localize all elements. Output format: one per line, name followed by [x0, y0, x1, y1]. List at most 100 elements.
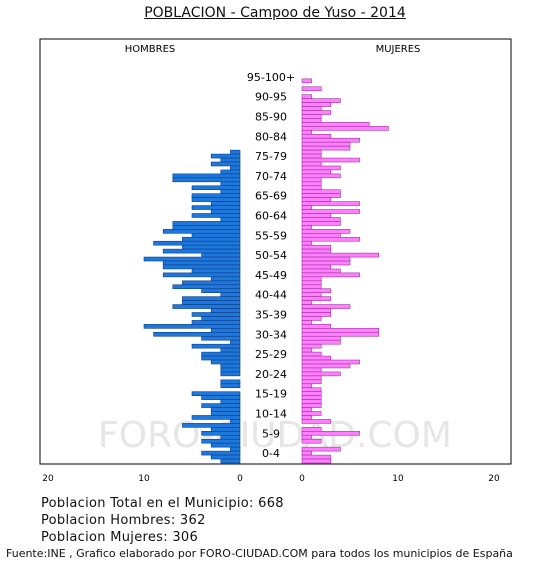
bar-mujeres	[301, 177, 322, 183]
x-tick-label: 20	[488, 474, 500, 484]
bar-mujeres	[301, 359, 360, 365]
x-tick-label: 0	[237, 474, 243, 484]
bar-hombres	[201, 395, 241, 400]
x-tick-label: 10	[392, 474, 404, 484]
age-label: 60-64	[255, 210, 287, 223]
bar-mujeres	[301, 240, 312, 246]
bar-hombres	[210, 359, 241, 365]
bar-hombres	[172, 177, 241, 183]
bar-hombres	[210, 411, 241, 416]
bar-mujeres	[301, 332, 380, 337]
bar-hombres	[153, 240, 241, 246]
age-label: 35-39	[255, 309, 287, 322]
bar-mujeres	[301, 122, 370, 127]
bar-hombres	[201, 288, 241, 293]
bar-mujeres	[301, 351, 322, 357]
bar-hombres	[191, 197, 241, 202]
bar-mujeres	[301, 169, 332, 175]
age-label: 85-90	[255, 111, 287, 124]
bar-hombres	[191, 343, 241, 349]
bar-mujeres	[301, 264, 332, 270]
bar-hombres	[172, 225, 241, 230]
bar-mujeres	[301, 450, 312, 456]
bar-hombres	[162, 248, 241, 254]
bar-mujeres	[301, 126, 389, 131]
bar-hombres	[230, 339, 241, 345]
bar-hombres	[182, 280, 241, 286]
bar-hombres	[220, 363, 241, 369]
bar-mujeres	[301, 185, 322, 191]
bar-mujeres	[301, 165, 341, 171]
bar-hombres	[191, 320, 241, 325]
bar-mujeres	[301, 320, 312, 325]
bar-hombres	[191, 185, 241, 191]
bar-hombres	[172, 304, 241, 309]
bar-mujeres	[301, 343, 322, 349]
bar-hombres	[143, 324, 241, 329]
bar-mujeres	[301, 296, 332, 301]
bar-hombres	[153, 332, 241, 337]
bar-hombres	[143, 256, 241, 262]
age-label: 75-79	[255, 150, 287, 163]
bar-mujeres	[301, 395, 322, 400]
bar-hombres	[191, 205, 241, 210]
bar-mujeres	[301, 181, 322, 187]
bar-mujeres	[301, 316, 322, 321]
stat-mujeres: Poblacion Mujeres: 306	[41, 530, 199, 545]
bar-hombres	[191, 213, 241, 218]
bar-hombres	[210, 276, 241, 282]
bar-mujeres	[301, 272, 360, 278]
bar-mujeres	[301, 324, 332, 329]
bar-mujeres	[301, 387, 322, 393]
bar-mujeres	[301, 106, 322, 111]
bar-hombres	[201, 438, 241, 444]
bar-hombres	[182, 423, 241, 428]
bar-mujeres	[301, 427, 322, 432]
age-label: 90-95	[255, 91, 287, 104]
bar-mujeres	[301, 308, 332, 313]
bar-hombres	[210, 201, 241, 206]
bar-mujeres	[301, 407, 312, 412]
bar-mujeres	[301, 201, 360, 206]
bar-mujeres	[301, 355, 332, 361]
bar-mujeres	[301, 102, 332, 107]
bar-hombres	[191, 233, 241, 238]
bar-hombres	[230, 446, 241, 452]
bar-mujeres	[301, 339, 341, 345]
bar-mujeres	[301, 137, 360, 143]
bar-mujeres	[301, 419, 332, 424]
bar-hombres	[182, 296, 241, 301]
bar-hombres	[172, 284, 241, 290]
age-label: 20-24	[255, 368, 287, 381]
bar-hombres	[210, 427, 241, 432]
bar-mujeres	[301, 280, 322, 286]
bar-mujeres	[301, 458, 332, 464]
bar-mujeres	[301, 149, 322, 155]
bar-hombres	[201, 450, 241, 456]
x-tick-label: 20	[42, 474, 54, 484]
bar-mujeres	[301, 229, 351, 234]
bar-hombres	[182, 236, 241, 242]
bar-hombres	[220, 399, 241, 404]
bar-hombres	[220, 383, 241, 389]
age-label: 95-100+	[247, 71, 295, 84]
bar-mujeres	[301, 260, 351, 266]
bar-mujeres	[301, 379, 322, 385]
stat-total: Poblacion Total en el Municipio: 668	[41, 496, 284, 511]
bar-mujeres	[301, 217, 341, 222]
bar-hombres	[201, 403, 241, 408]
bar-mujeres	[301, 383, 312, 389]
bar-mujeres	[301, 300, 312, 305]
bar-mujeres	[301, 157, 360, 163]
bar-mujeres	[301, 145, 351, 151]
bar-mujeres	[301, 130, 312, 135]
bar-mujeres	[301, 454, 332, 460]
bar-mujeres	[301, 371, 341, 377]
bar-mujeres	[301, 114, 322, 119]
population-stats: Poblacion Total en el Municipio: 668 Pob…	[41, 495, 284, 546]
bar-mujeres	[301, 221, 341, 226]
bar-mujeres	[301, 438, 322, 444]
population-pyramid-chart: FORO-CIUDAD.COM HOMBRES MUJERES 0-4 5-9 10-14…	[39, 38, 512, 484]
bar-mujeres	[301, 363, 351, 369]
bar-mujeres	[301, 399, 322, 404]
